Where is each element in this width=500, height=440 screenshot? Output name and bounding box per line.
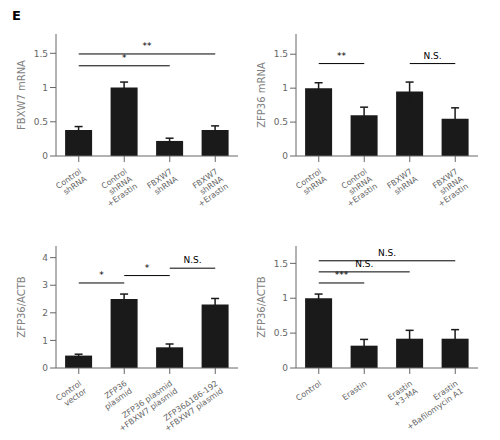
svg-text:1: 1 <box>42 83 48 93</box>
svg-text:N.S.: N.S. <box>378 248 396 258</box>
svg-text:ZFP36 mRNA: ZFP36 mRNA <box>256 62 267 128</box>
svg-text:3: 3 <box>42 280 48 290</box>
svg-text:Erastin+Bafilomycin A1: Erastin+Bafilomycin A1 <box>400 379 465 432</box>
svg-text:1: 1 <box>42 336 48 346</box>
svg-text:*: * <box>122 53 127 63</box>
svg-text:0.5: 0.5 <box>274 328 288 338</box>
svg-text:Control: Control <box>294 379 323 403</box>
html-text:ZFP36: ZFP36 <box>102 378 129 401</box>
svg-text:FBXW7shRNA: FBXW7shRNA <box>146 167 180 198</box>
svg-text:**: ** <box>143 41 153 51</box>
svg-text:1.5: 1.5 <box>274 259 288 269</box>
svg-text:***: *** <box>335 270 349 280</box>
svg-text:0.5: 0.5 <box>274 117 288 127</box>
svg-text:1.5: 1.5 <box>34 49 48 59</box>
svg-text:ZFP36Δ186-192+FBXW7 plasmid: ZFP36Δ186-192+FBXW7 plasmid <box>158 379 225 432</box>
svg-text:ControlshRNA: ControlshRNA <box>54 167 88 199</box>
svg-text:N.S.: N.S. <box>355 259 373 269</box>
svg-text:FBXW7shRNA+Erastin: FBXW7shRNA+Erastin <box>426 167 470 209</box>
svg-text:*: * <box>145 263 150 273</box>
svg-text:Erastin+3-MA: Erastin+3-MA <box>386 379 420 410</box>
svg-text:**: ** <box>337 51 347 61</box>
svg-text:0: 0 <box>42 363 48 373</box>
svg-text:ControlshRNA+Erastin: ControlshRNA+Erastin <box>95 167 139 209</box>
svg-text:2: 2 <box>42 308 48 318</box>
svg-text:*: * <box>99 270 104 280</box>
svg-text:FBXW7shRNA: FBXW7shRNA <box>386 167 420 198</box>
svg-text:N.S.: N.S. <box>183 255 201 265</box>
svg-text:ZFP36/ACTB: ZFP36/ACTB <box>16 276 27 337</box>
svg-text:N.S.: N.S. <box>423 51 441 61</box>
svg-text:Controlvector: Controlvector <box>54 379 89 411</box>
svg-text:4: 4 <box>42 253 48 263</box>
html-text:plasmid: plasmid <box>102 386 134 412</box>
svg-text:0.5: 0.5 <box>34 117 48 127</box>
svg-text:0: 0 <box>282 363 288 373</box>
svg-text:1: 1 <box>282 293 288 303</box>
svg-text:ZFP36/ACTB: ZFP36/ACTB <box>256 276 267 337</box>
svg-text:ControlshRNA+Erastin: ControlshRNA+Erastin <box>335 167 379 209</box>
svg-text:1: 1 <box>282 83 288 93</box>
svg-text:FBXW7 mRNA: FBXW7 mRNA <box>16 60 27 130</box>
svg-text:FBXW7shRNA+Erastin: FBXW7shRNA+Erastin <box>186 167 230 209</box>
svg-text:1.5: 1.5 <box>274 49 288 59</box>
svg-text:Erastin: Erastin <box>341 379 369 402</box>
svg-text:0: 0 <box>42 151 48 161</box>
svg-text:ControlshRNA: ControlshRNA <box>294 167 328 199</box>
svg-text:0: 0 <box>282 151 288 161</box>
html-text:E: E <box>12 8 21 23</box>
